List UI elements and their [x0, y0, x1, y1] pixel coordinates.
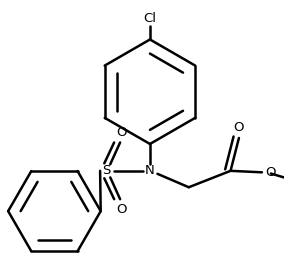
Text: N: N: [145, 164, 155, 177]
Text: O: O: [265, 166, 275, 179]
Text: Cl: Cl: [143, 11, 156, 25]
Text: O: O: [116, 126, 127, 139]
Text: O: O: [234, 121, 244, 134]
Text: S: S: [103, 164, 111, 177]
Text: O: O: [116, 203, 127, 216]
